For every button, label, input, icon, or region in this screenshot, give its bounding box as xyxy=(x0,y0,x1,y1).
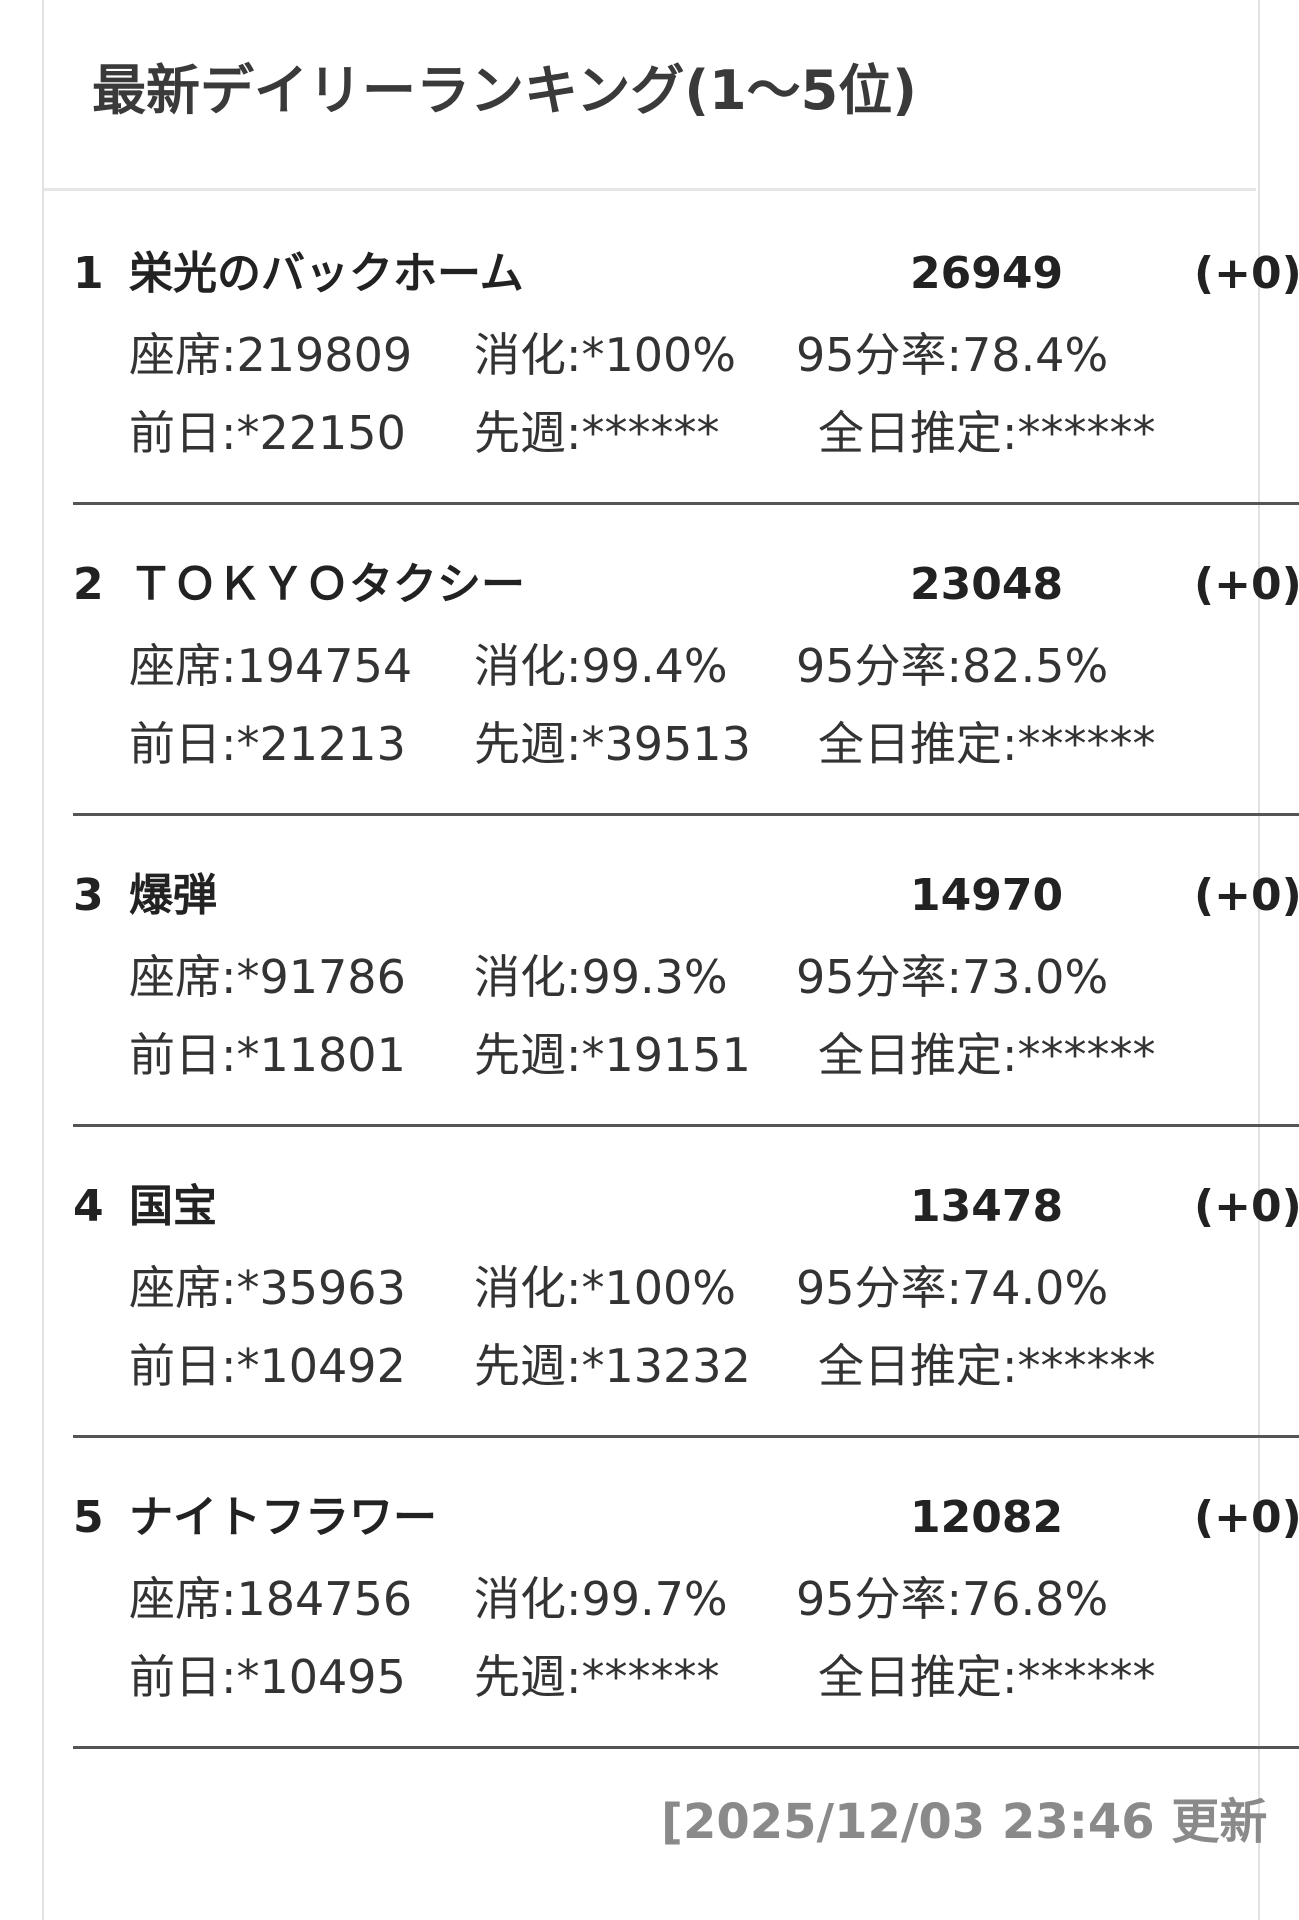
header-divider xyxy=(44,188,1256,191)
stat-item: 全日推定:****** xyxy=(818,1339,1156,1393)
stat-item: 前日:*10492 xyxy=(129,1339,406,1393)
attendance-count: 13478 xyxy=(910,1181,1064,1232)
attendance-count: 23048 xyxy=(910,559,1064,610)
stat-item: 先週:*39513 xyxy=(474,717,751,771)
stat-item: 全日推定:****** xyxy=(818,1650,1156,1704)
movie-title: 爆弾 xyxy=(129,870,217,921)
stat-item: 座席:184756 xyxy=(129,1572,413,1626)
stat-item: 全日推定:****** xyxy=(818,717,1156,771)
entry-divider xyxy=(73,502,1299,505)
stat-item: 座席:219809 xyxy=(129,328,413,382)
attendance-count: 26949 xyxy=(910,248,1064,299)
rank-number: 1 xyxy=(73,248,104,299)
stat-item: 95分率:73.0% xyxy=(796,950,1109,1004)
stat-item: 95分率:78.4% xyxy=(796,328,1109,382)
stat-item: 先週:****** xyxy=(474,1650,720,1704)
stat-item: 座席:194754 xyxy=(129,639,413,693)
stat-item: 消化:99.4% xyxy=(474,639,728,693)
stat-item: 前日:*10495 xyxy=(129,1650,406,1704)
content-frame xyxy=(42,0,1260,1920)
entry-divider xyxy=(73,813,1299,816)
rank-number: 3 xyxy=(73,870,104,921)
rank-number: 2 xyxy=(73,559,104,610)
stat-item: 95分率:82.5% xyxy=(796,639,1109,693)
rank-change: (+0) xyxy=(1194,870,1299,921)
stat-item: 消化:*100% xyxy=(474,1261,737,1315)
stat-item: 座席:*35963 xyxy=(129,1261,406,1315)
rank-change: (+0) xyxy=(1194,248,1299,299)
ranking-title: 最新デイリーランキング(1〜5位) xyxy=(92,59,917,122)
movie-title: 国宝 xyxy=(129,1181,217,1232)
stat-item: 95分率:76.8% xyxy=(796,1572,1109,1626)
entry-divider xyxy=(73,1435,1299,1438)
update-time: [2025/12/03 23:46 更新 xyxy=(661,1794,1268,1850)
stat-item: 全日推定:****** xyxy=(818,1028,1156,1082)
movie-title: 栄光のバックホーム xyxy=(129,248,524,299)
stat-item: 前日:*22150 xyxy=(129,406,406,460)
rank-change: (+0) xyxy=(1194,1181,1299,1232)
stat-item: 先週:*19151 xyxy=(474,1028,751,1082)
stat-item: 先週:*13232 xyxy=(474,1339,751,1393)
stat-item: 消化:99.3% xyxy=(474,950,728,1004)
rank-number: 4 xyxy=(73,1181,104,1232)
stat-item: 前日:*11801 xyxy=(129,1028,406,1082)
entry-divider xyxy=(73,1746,1299,1749)
stat-item: 消化:99.7% xyxy=(474,1572,728,1626)
stat-item: 座席:*91786 xyxy=(129,950,406,1004)
stat-item: 前日:*21213 xyxy=(129,717,406,771)
stat-item: 消化:*100% xyxy=(474,328,737,382)
stat-item: 95分率:74.0% xyxy=(796,1261,1109,1315)
rank-change: (+0) xyxy=(1194,559,1299,610)
movie-title: ナイトフラワー xyxy=(129,1492,437,1543)
rank-change: (+0) xyxy=(1194,1492,1299,1543)
entry-divider xyxy=(73,1124,1299,1127)
movie-title: ＴＯＫＹＯタクシー xyxy=(129,559,525,610)
stat-item: 先週:****** xyxy=(474,406,720,460)
rank-number: 5 xyxy=(73,1492,104,1543)
attendance-count: 14970 xyxy=(910,870,1064,921)
attendance-count: 12082 xyxy=(910,1492,1064,1543)
stat-item: 全日推定:****** xyxy=(818,406,1156,460)
